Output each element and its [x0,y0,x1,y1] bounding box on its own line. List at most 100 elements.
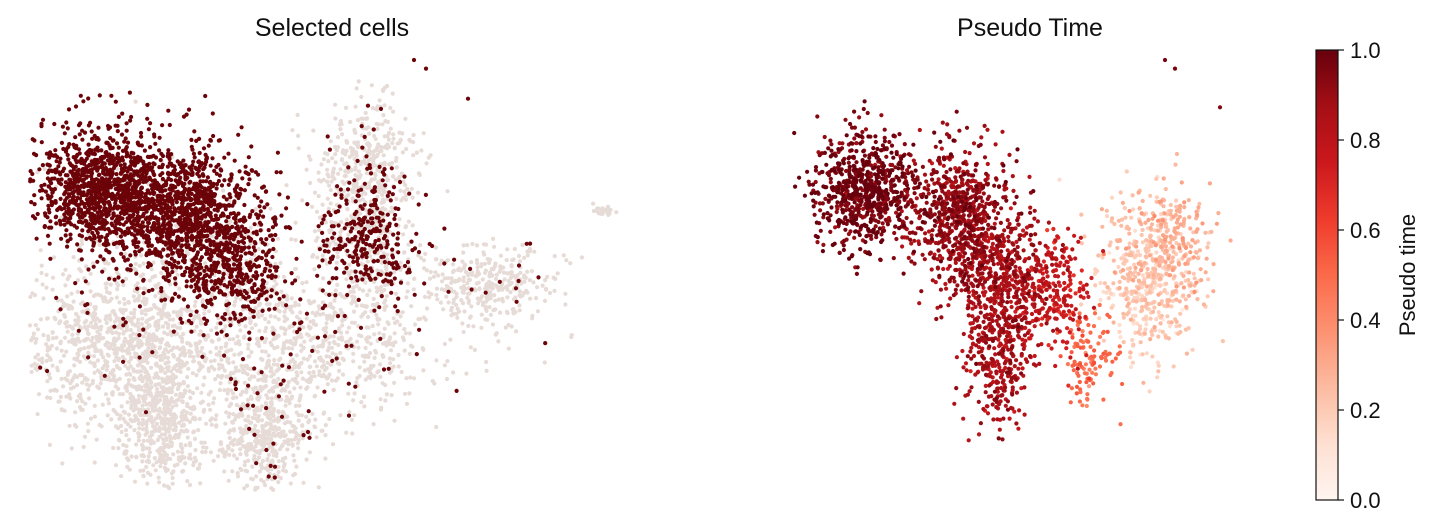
cell-point [86,96,91,101]
cell-point [222,454,227,459]
cell-point [178,334,183,339]
cell-point [289,296,294,301]
cell-point [58,359,63,364]
cell-point [269,467,274,472]
cell-point [264,431,270,436]
cell-point [561,253,566,258]
cell-point [197,332,202,337]
cell-point [379,207,384,212]
cell-point [39,196,44,201]
cell-point [421,131,426,136]
cell-point [278,260,283,266]
cell-point [151,419,156,424]
cell-point [416,317,421,322]
cell-point [396,352,401,358]
cell-point [143,374,148,379]
cell-point [333,288,338,293]
cell-point [100,199,106,205]
cell-point [34,336,39,342]
cell-point [80,201,85,206]
cell-point [293,435,299,440]
cell-point [422,294,428,299]
cell-point [118,423,124,429]
cell-point [522,279,527,284]
cell-point [182,353,187,358]
cell-point [376,322,381,327]
cell-point [290,357,295,362]
cell-point [367,254,373,259]
cell-point [40,356,45,361]
cell-point [75,399,80,404]
cell-point [465,295,470,300]
cell-point [96,165,101,170]
cell-point [259,418,265,423]
cell-point [29,369,34,375]
cell-point [39,121,44,126]
cell-point [391,357,396,362]
cell-point [388,361,393,366]
cell-point [120,230,125,235]
cell-point [59,348,64,353]
cell-point [283,398,289,403]
cell-point [96,386,102,391]
cell-point [75,289,80,294]
cell-point [112,312,118,317]
cell-point [281,468,286,473]
cell-point [407,137,412,142]
cell-point [259,404,264,409]
cell-point [242,335,247,340]
cell-point [374,154,379,159]
cell-point [134,454,139,459]
cell-point [434,286,440,291]
cell-point [466,300,471,305]
cell-point [73,281,78,286]
cell-point [266,353,271,358]
cell-point [314,364,319,369]
cell-point [40,282,45,287]
cell-point [195,466,200,471]
cell-point [171,427,176,432]
cell-point [389,205,394,210]
cell-point [101,336,106,341]
cell-point [402,327,407,332]
cell-point [455,315,460,320]
cell-point [133,351,138,356]
cell-point [285,383,290,388]
cell-point [358,173,363,178]
cell-point [194,373,199,378]
cell-point [183,443,188,448]
cell-point [132,298,137,303]
cell-point [451,262,456,267]
cell-point [419,148,424,153]
cell-point [359,303,364,308]
cell-point [238,447,243,452]
cell-point [53,317,58,322]
cell-point [391,316,396,321]
cell-point [92,414,97,419]
cell-point [66,157,71,162]
cell-point [111,374,117,379]
cell-point [214,423,219,428]
cell-point [359,400,364,405]
cell-point [165,403,170,408]
cell-point [288,324,293,329]
cell-point [134,387,139,392]
cell-point [243,418,248,423]
cell-point [441,307,446,312]
cell-point [384,264,389,269]
cell-point [371,422,376,427]
cell-point [379,269,384,274]
cell-point [86,324,91,329]
cell-point [50,201,55,206]
cell-point [116,356,121,361]
cell-point [310,310,315,315]
cell-point [140,299,145,304]
cell-point [213,377,218,382]
cell-point [150,338,155,343]
cell-point [375,194,380,199]
cell-point [80,241,85,246]
cell-point [390,209,395,214]
cell-point [209,422,214,427]
cell-point [168,412,173,417]
cell-point [100,269,105,274]
